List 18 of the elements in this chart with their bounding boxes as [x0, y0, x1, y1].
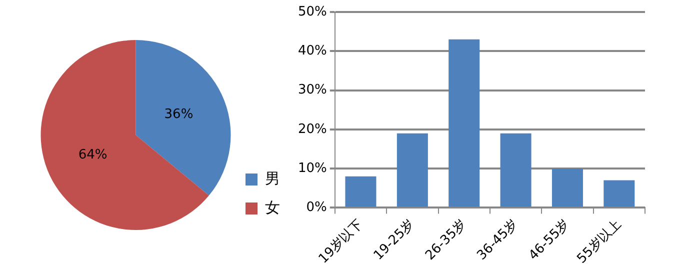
- legend-label: 女: [265, 198, 280, 216]
- bar: [604, 180, 635, 207]
- y-tick-label: 20%: [298, 122, 327, 137]
- y-tick-label: 30%: [298, 82, 327, 98]
- x-tick-label: 55岁以上: [574, 216, 624, 267]
- x-tick-label: 19岁以下: [316, 216, 366, 267]
- bar: [396, 133, 428, 207]
- y-tick-label: 50%: [298, 4, 327, 20]
- y-tick-label: 40%: [298, 44, 327, 59]
- bar: [552, 168, 583, 207]
- bar: [500, 133, 532, 207]
- data-label: 64%: [78, 148, 108, 163]
- y-tick-label: 10%: [298, 160, 327, 176]
- bar: [345, 176, 376, 207]
- legend-label: 男: [265, 169, 280, 188]
- data-label: 36%: [164, 107, 194, 122]
- y-tick-label: 0%: [306, 200, 327, 216]
- bar: [448, 39, 480, 207]
